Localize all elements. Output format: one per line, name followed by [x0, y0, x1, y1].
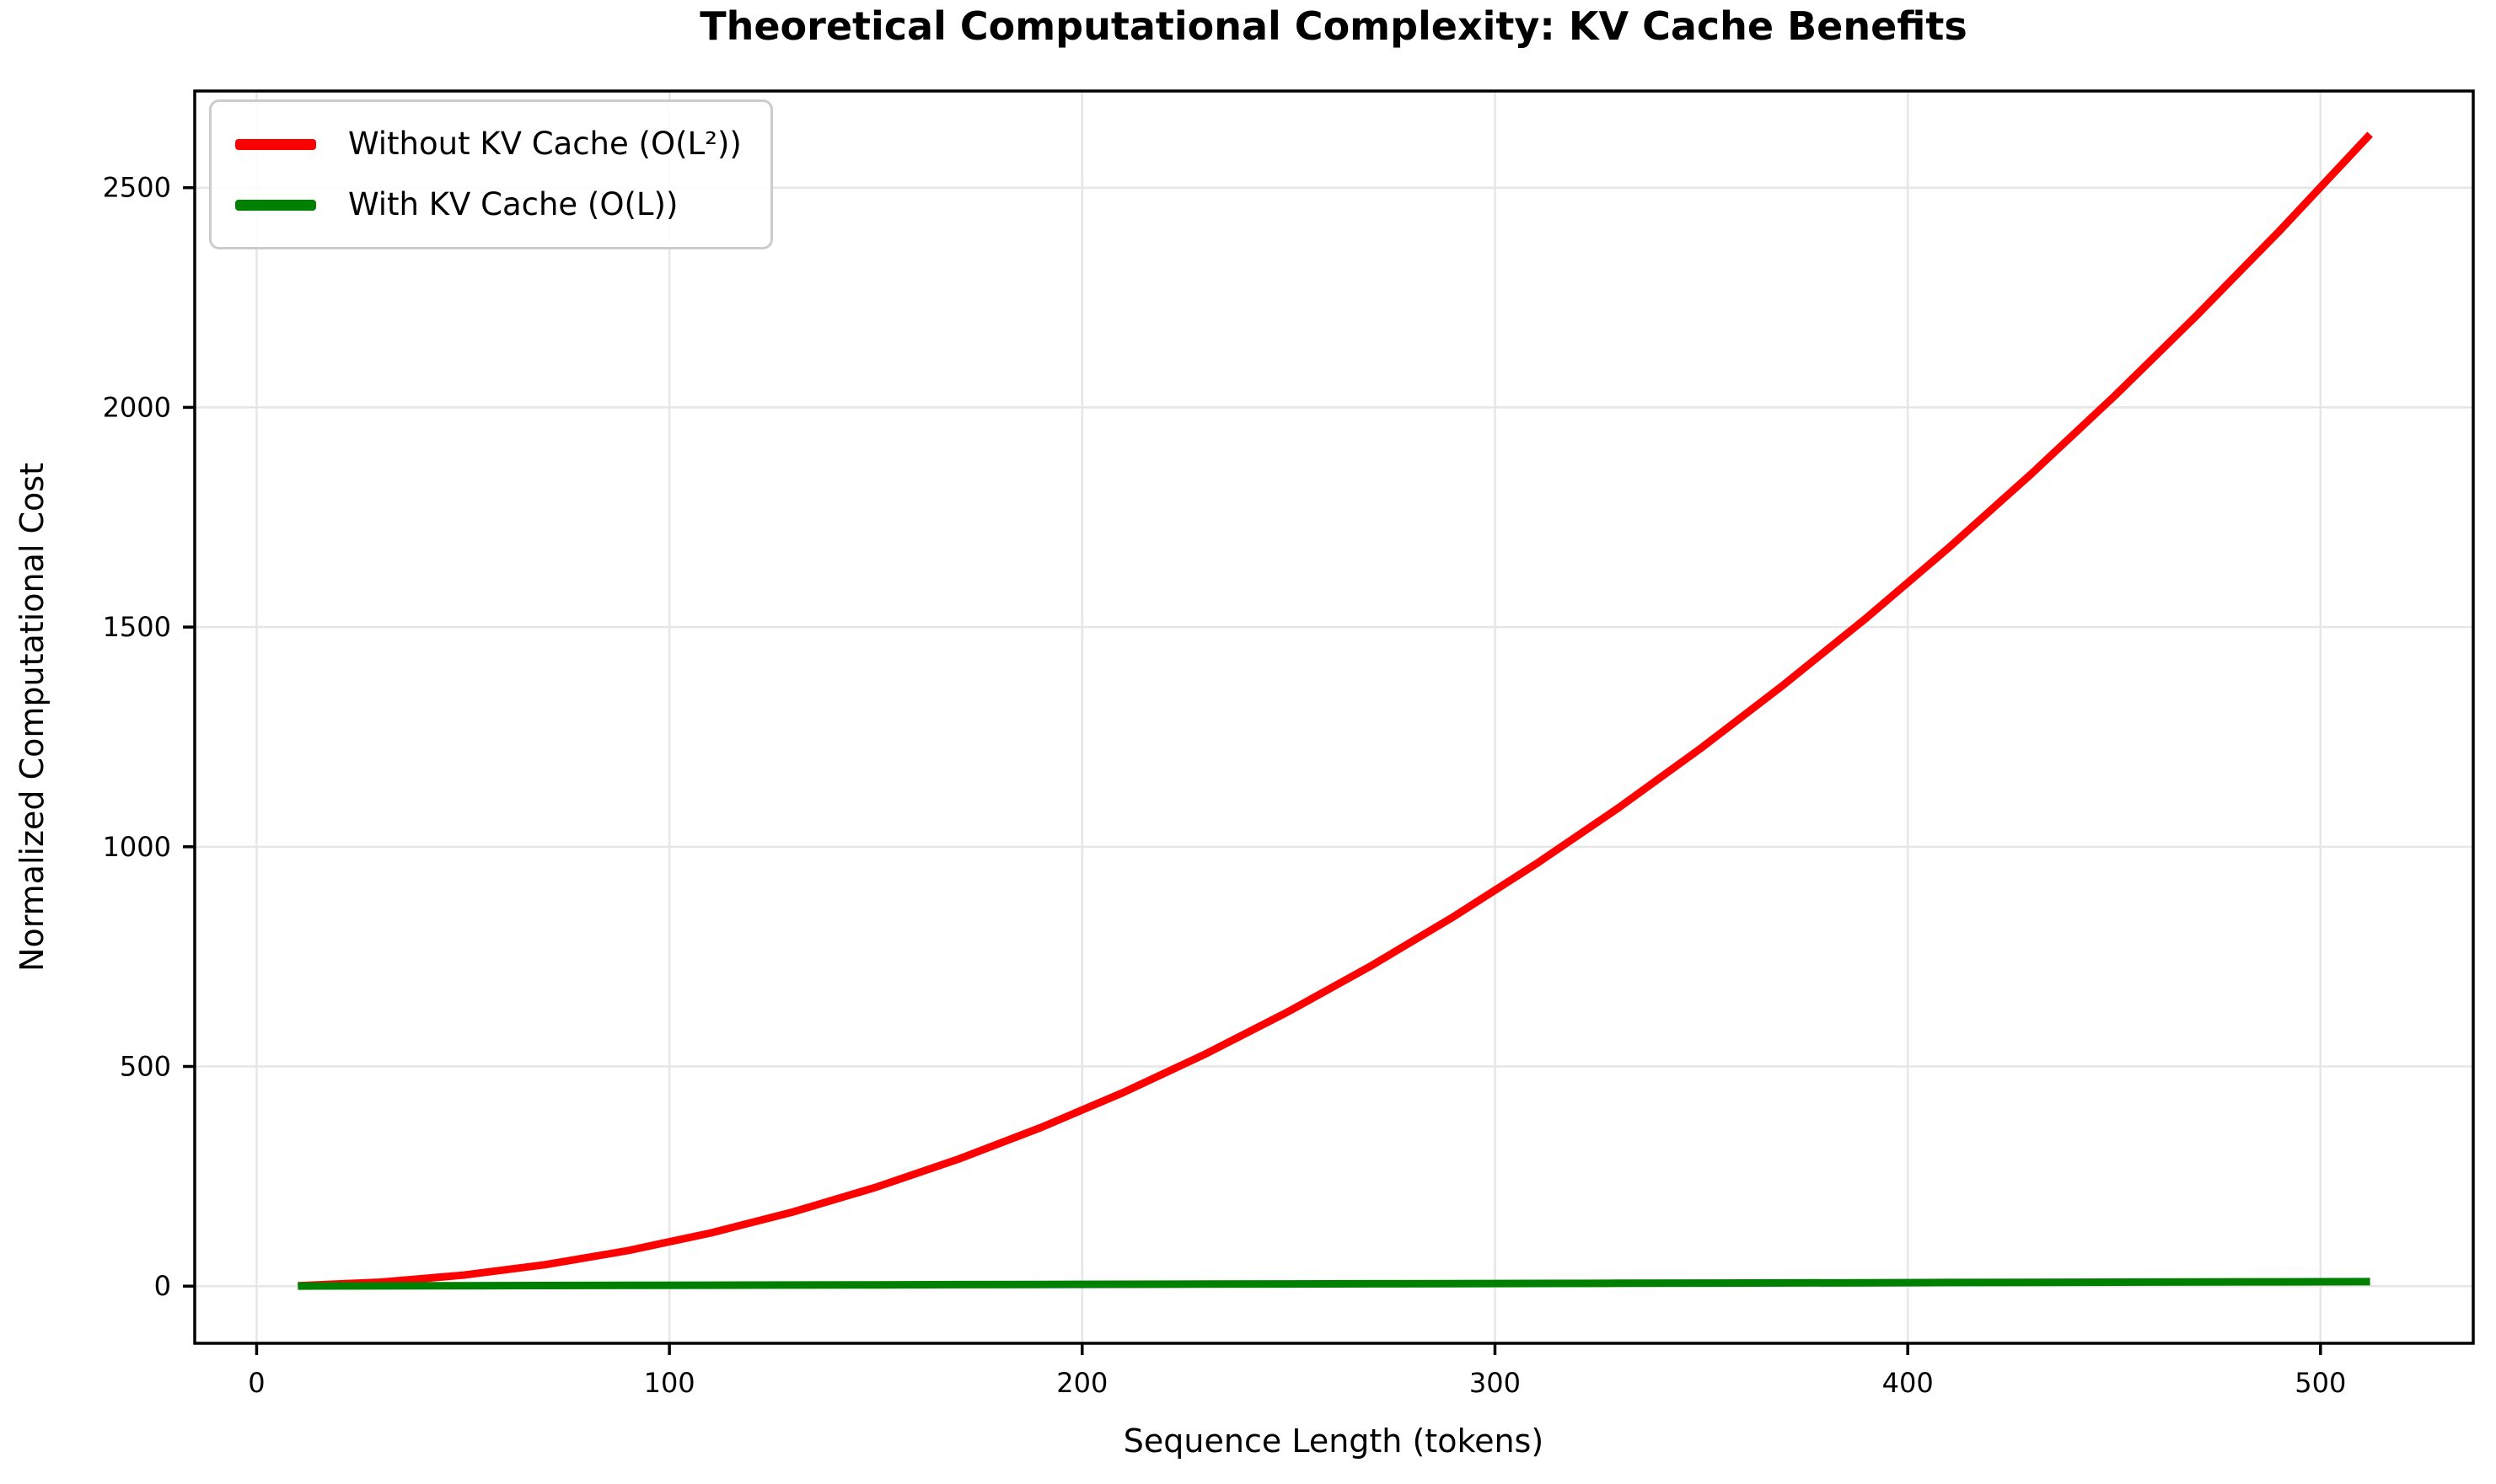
y-tick-label: 2000	[103, 391, 171, 423]
legend-label-with-kv-cache: With KV Cache (O(L))	[348, 186, 679, 222]
chart-title: Theoretical Computational Complexity: KV…	[700, 3, 1967, 49]
y-axis-label: Normalized Computational Cost	[13, 463, 51, 972]
x-tick-label: 100	[644, 1367, 695, 1399]
x-tick-label: 500	[2295, 1367, 2346, 1399]
x-tick-label: 200	[1056, 1367, 1108, 1399]
legend: Without KV Cache (O(L²)) With KV Cache (…	[209, 99, 773, 249]
red-line-swatch	[235, 138, 316, 150]
x-axis-label: Sequence Length (tokens)	[1123, 1422, 1544, 1460]
y-tick-label: 500	[120, 1051, 171, 1083]
x-tick-label: 400	[1882, 1367, 1934, 1399]
legend-entry-without-kv-cache: Without KV Cache (O(L²))	[235, 121, 742, 168]
x-tick-label: 300	[1469, 1367, 1521, 1399]
green-line-swatch	[235, 199, 316, 211]
y-tick-label: 2500	[103, 172, 171, 204]
axes-spines	[193, 89, 2475, 1345]
y-tick-label: 0	[154, 1270, 171, 1302]
y-tick-label: 1500	[103, 611, 171, 643]
x-tick-label: 0	[248, 1367, 265, 1399]
with-kv-cache-line	[298, 1278, 2370, 1290]
legend-label-without-kv-cache: Without KV Cache (O(L²))	[348, 126, 742, 162]
y-tick-label: 1000	[103, 831, 171, 863]
without-kv-cache-line	[298, 131, 2373, 1290]
legend-entry-with-kv-cache: With KV Cache (O(L))	[235, 181, 742, 228]
